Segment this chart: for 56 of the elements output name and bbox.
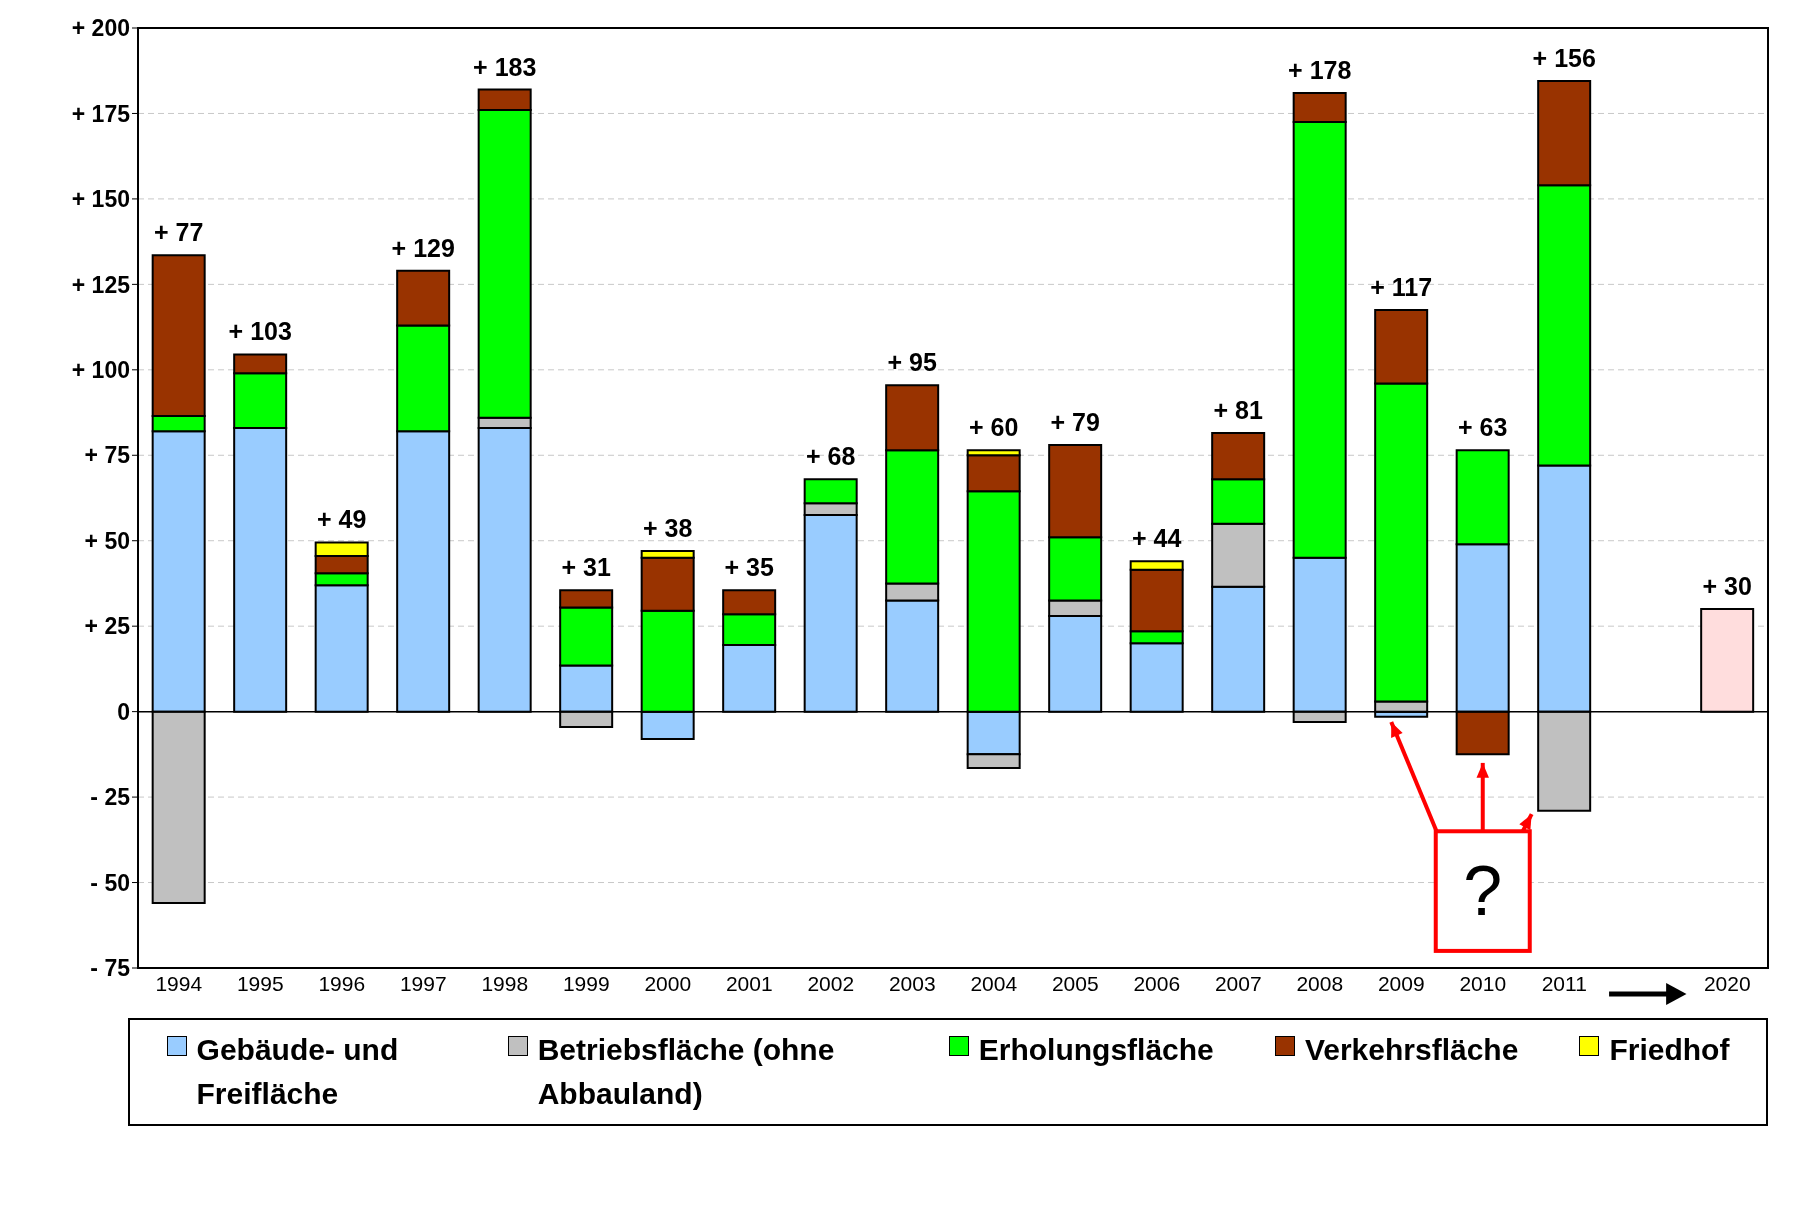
total-label: + 63 bbox=[1458, 413, 1508, 442]
y-tick-label: + 200 bbox=[71, 15, 130, 42]
legend-label: Betriebsfläche (ohne Abbauland) bbox=[537, 1032, 836, 1112]
total-label: + 38 bbox=[643, 513, 693, 542]
y-tick-label: + 125 bbox=[71, 271, 131, 298]
x-tick-label: 2004 bbox=[970, 971, 1018, 995]
legend-label: Gebäude- und Freifläche bbox=[196, 1032, 400, 1112]
y-tick-label: + 150 bbox=[71, 186, 130, 213]
total-label: + 156 bbox=[1532, 43, 1596, 72]
total-label: + 60 bbox=[969, 413, 1019, 442]
x-tick-label: 1995 bbox=[236, 971, 284, 995]
annotation: ? bbox=[1463, 852, 1503, 931]
x-tick-label: 1996 bbox=[318, 971, 366, 995]
x-tick-label: 2008 bbox=[1296, 971, 1344, 995]
total-label: + 77 bbox=[154, 218, 204, 247]
total-label: + 95 bbox=[887, 348, 938, 377]
x-tick-label: 2002 bbox=[807, 971, 855, 995]
x-tick-label: 2003 bbox=[888, 971, 936, 995]
total-label: + 183 bbox=[473, 52, 537, 81]
x-tick-label: 2009 bbox=[1377, 971, 1425, 995]
total-label: + 129 bbox=[391, 233, 455, 262]
x-tick-label: 2006 bbox=[1133, 971, 1181, 995]
total-label: + 35 bbox=[724, 553, 775, 582]
total-label: + 30 bbox=[1702, 572, 1752, 601]
x-tick-label: 2007 bbox=[1214, 971, 1262, 995]
legend-label: Verkehrsfläche bbox=[1304, 1032, 1519, 1068]
x-tick-label: 1997 bbox=[399, 971, 447, 995]
total-label: + 79 bbox=[1050, 408, 1100, 437]
x-tick-label: 2010 bbox=[1459, 971, 1507, 995]
x-tick-label: 1994 bbox=[155, 971, 203, 995]
y-tick-label: - 75 bbox=[90, 955, 131, 982]
y-tick-label: - 50 bbox=[90, 869, 130, 896]
y-tick-label: + 100 bbox=[71, 356, 130, 383]
legend-label: Friedhof bbox=[1609, 1032, 1730, 1068]
legend-label: Erholungsfläche bbox=[978, 1032, 1214, 1068]
total-label: + 31 bbox=[561, 553, 612, 582]
y-tick-label: + 25 bbox=[84, 613, 131, 640]
x-tick-label: 2001 bbox=[725, 971, 773, 995]
y-tick-label: + 175 bbox=[71, 100, 131, 127]
x-tick-label: 1998 bbox=[481, 971, 529, 995]
total-label: + 117 bbox=[1370, 273, 1433, 301]
x-tick-label: 2011 bbox=[1541, 971, 1587, 995]
total-label: + 44 bbox=[1132, 524, 1182, 553]
total-label: + 178 bbox=[1288, 55, 1352, 84]
x-tick-label: 2005 bbox=[1051, 971, 1099, 995]
total-label: + 81 bbox=[1213, 396, 1264, 425]
total-label: + 49 bbox=[317, 505, 367, 534]
y-tick-label: + 50 bbox=[84, 527, 130, 554]
x-tick-label: 2000 bbox=[644, 971, 692, 995]
x-tick-label: 1999 bbox=[562, 971, 610, 995]
x-tick-label: 2020 bbox=[1703, 971, 1751, 995]
total-label: + 103 bbox=[228, 317, 292, 346]
y-tick-label: + 75 bbox=[84, 442, 131, 469]
total-label: + 68 bbox=[806, 442, 856, 471]
y-tick-label: - 25 bbox=[90, 784, 131, 811]
y-tick-label: 0 bbox=[117, 698, 130, 725]
